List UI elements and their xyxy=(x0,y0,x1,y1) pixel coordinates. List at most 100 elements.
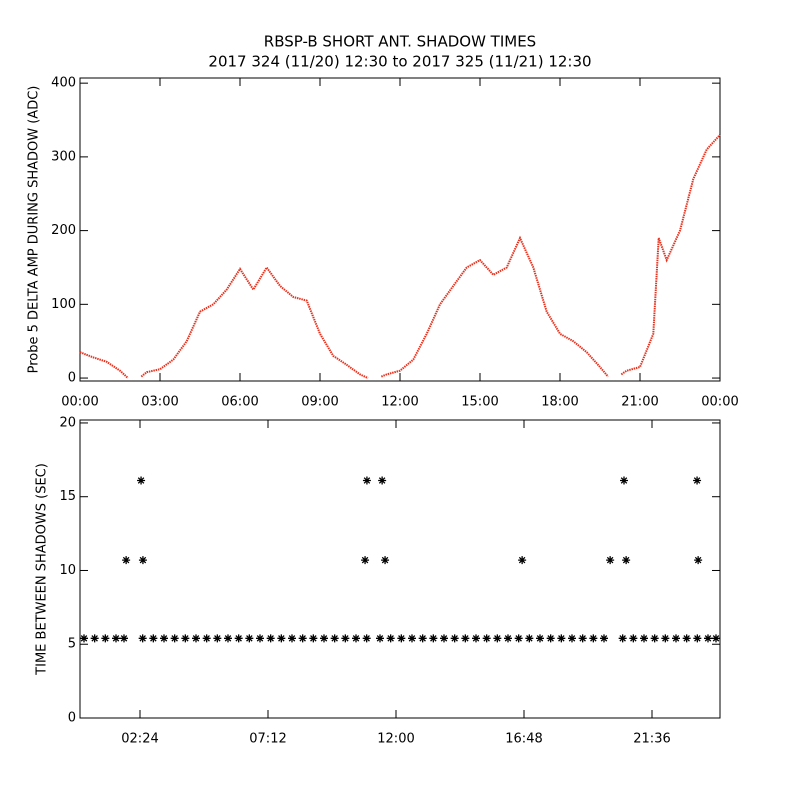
y-axis-label: TIME BETWEEN SHADOWS (SEC) xyxy=(35,463,50,676)
point xyxy=(514,634,523,643)
y-tick-label: 5 xyxy=(68,637,76,652)
y-tick-label: 10 xyxy=(59,563,76,578)
y-axis-label: Probe 5 DELTA AMP DURING SHADOW (ADC) xyxy=(27,86,42,374)
point xyxy=(650,634,659,643)
x-tick-label: 06:00 xyxy=(221,395,258,410)
point xyxy=(504,634,512,643)
point xyxy=(138,634,147,643)
point xyxy=(192,634,200,643)
plot-frame xyxy=(79,77,721,382)
point xyxy=(341,634,350,643)
point xyxy=(138,556,147,565)
point xyxy=(620,476,628,485)
point xyxy=(160,634,168,643)
x-tick-label: 00:00 xyxy=(61,395,98,410)
point xyxy=(557,634,566,643)
chart-title: RBSP-B SHORT ANT. SHADOW TIMES xyxy=(264,33,536,51)
x-tick-label: 15:00 xyxy=(461,395,498,410)
point xyxy=(712,634,720,643)
point xyxy=(381,556,390,565)
x-tick-label: 18:00 xyxy=(541,395,578,410)
point xyxy=(397,634,406,643)
point xyxy=(493,634,502,643)
y-tick-label: 15 xyxy=(59,489,76,504)
point xyxy=(386,634,395,643)
point xyxy=(309,634,318,643)
x-tick-label: 12:00 xyxy=(377,732,414,747)
x-tick-label: 21:36 xyxy=(633,732,670,747)
point xyxy=(518,556,527,565)
x-tick-label: 07:12 xyxy=(249,732,286,747)
point xyxy=(418,634,427,643)
x-tick-label: 09:00 xyxy=(301,395,338,410)
point xyxy=(320,634,328,643)
y-tick-label: 20 xyxy=(59,415,76,430)
point xyxy=(440,634,448,643)
point xyxy=(234,634,243,643)
point xyxy=(618,634,627,643)
point xyxy=(378,476,387,485)
point xyxy=(181,634,190,643)
point xyxy=(461,634,470,643)
point xyxy=(352,634,360,643)
x-tick-label: 02:24 xyxy=(121,732,158,747)
point xyxy=(661,634,670,643)
point xyxy=(245,634,254,643)
point xyxy=(600,634,608,643)
point xyxy=(694,556,703,565)
point xyxy=(213,634,222,643)
point xyxy=(277,634,286,643)
point xyxy=(149,634,158,643)
point xyxy=(429,634,438,643)
point xyxy=(589,634,598,643)
point xyxy=(298,634,307,643)
point xyxy=(622,556,631,565)
point xyxy=(693,634,702,643)
point xyxy=(256,634,264,643)
x-tick-label: 03:00 xyxy=(141,395,178,410)
data-line xyxy=(79,134,721,380)
point xyxy=(101,634,110,643)
x-tick-label: 16:48 xyxy=(505,732,542,747)
point xyxy=(629,634,638,643)
point xyxy=(330,634,339,643)
y-tick-label: 400 xyxy=(51,76,76,91)
point xyxy=(606,556,615,565)
point xyxy=(120,634,128,643)
point xyxy=(266,634,275,643)
point xyxy=(112,634,120,643)
y-tick-label: 0 xyxy=(68,711,76,726)
point xyxy=(80,634,88,643)
point xyxy=(546,634,555,643)
x-tick-label: 21:00 xyxy=(621,395,658,410)
point xyxy=(288,634,296,643)
point xyxy=(472,634,480,643)
point xyxy=(137,476,146,485)
plot-frame xyxy=(79,419,721,719)
x-tick-label: 12:00 xyxy=(381,395,418,410)
point xyxy=(362,476,371,485)
point xyxy=(568,634,576,643)
point xyxy=(90,634,99,643)
y-tick-label: 200 xyxy=(51,223,76,238)
point xyxy=(578,634,587,643)
point xyxy=(693,476,702,485)
point xyxy=(672,634,680,643)
point xyxy=(450,634,459,643)
point xyxy=(408,634,416,643)
y-tick-label: 100 xyxy=(51,297,76,312)
y-tick-label: 300 xyxy=(51,149,76,164)
point xyxy=(170,634,179,643)
point xyxy=(536,634,544,643)
point xyxy=(202,634,211,643)
point xyxy=(376,634,384,643)
point xyxy=(122,556,131,565)
point xyxy=(525,634,534,643)
point xyxy=(224,634,232,643)
point xyxy=(362,634,371,643)
point xyxy=(704,634,712,643)
chart-subtitle: 2017 324 (11/20) 12:30 to 2017 325 (11/2… xyxy=(208,53,591,71)
point xyxy=(640,634,648,643)
y-tick-label: 0 xyxy=(68,371,76,386)
